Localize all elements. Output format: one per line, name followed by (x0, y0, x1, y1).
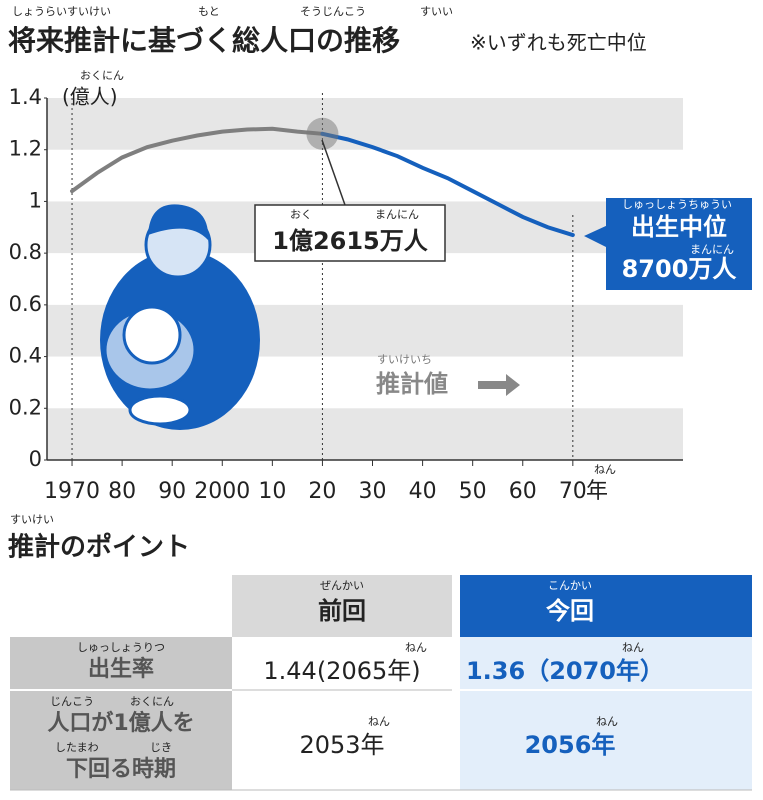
ruby: ねん (368, 715, 390, 728)
cell: 1.44(2065年) (263, 657, 420, 685)
title: 将来推計に基づく総人口の推移 (8, 24, 400, 57)
ruby: すいい (420, 5, 453, 18)
x-tick-label: 40 (409, 479, 437, 504)
ruby: すいけいち (377, 353, 432, 366)
ruby: したまわ (55, 741, 99, 754)
header-cell: 前回 (318, 597, 366, 625)
x-tick-label: 20 (308, 479, 336, 504)
y-tick-label: 0.4 (9, 344, 42, 368)
highlight (306, 117, 339, 150)
ruby: ねん (594, 463, 616, 476)
x-tick-label: 90 (158, 479, 186, 504)
ruby: もと (198, 5, 220, 18)
ruby: しゅっしょうちゅうい (622, 198, 732, 211)
x-tick-label: 60 (509, 479, 537, 504)
row-label: 人口が1億人を (47, 710, 194, 736)
series-line (320, 131, 575, 238)
row-label: 出生率 (88, 656, 154, 682)
ruby: そうじんこう (300, 5, 366, 18)
illustration (100, 204, 260, 430)
x-tick-label: 1970 (44, 479, 100, 504)
ruby: しょうらいすいけい (12, 5, 111, 18)
cell: 2053年 (299, 731, 384, 759)
x-tick-label: 80 (108, 479, 136, 504)
x-tick-label: 50 (459, 479, 487, 504)
section-title: 推計のポイント (8, 532, 190, 563)
annotation: 8700万人 (622, 255, 737, 283)
ruby: ねん (405, 641, 427, 654)
x-tick-label: 30 (359, 479, 387, 504)
y-tick-label: 0.8 (9, 240, 42, 264)
x-tick-label: 2000 (194, 479, 250, 504)
y-axis-label: (億人) (62, 85, 118, 109)
ruby: すいけい (10, 513, 54, 526)
x-tick-label: 10 (258, 479, 286, 504)
table: ぜんかい 前回 こんかい 今回 しゅっしょうりつ 出生率 ねん 1.44(206… (10, 575, 752, 791)
note: ※いずれも死亡中位 (470, 31, 647, 55)
y-tick-label: 0 (29, 447, 42, 471)
ruby: おくにん (80, 69, 124, 82)
ruby: ねん (622, 641, 644, 654)
y-tick-label: 1.2 (9, 137, 42, 161)
ruby: こんかい (548, 579, 592, 592)
header-cell: 今回 (546, 597, 594, 625)
cell: 1.36（2070年） (466, 657, 664, 685)
y-tick-label: 0.6 (9, 292, 42, 316)
ruby: しゅっしょうりつ (77, 641, 165, 654)
y-tick-label: 1 (29, 188, 42, 212)
ruby: ねん (596, 715, 618, 728)
grid-band (47, 98, 683, 150)
annotation: 1億2615万人 (272, 227, 428, 255)
x-tick-label: 70 (559, 479, 587, 504)
ruby: じき (150, 741, 172, 754)
plot: 0 0.2 0.4 0.6 0.8 1 1.2 1.4 1970 80 90 2000 10 20 30 40… (9, 85, 683, 504)
ruby: まんにん (690, 243, 734, 256)
annotation: 推計値 (376, 370, 448, 398)
series-line (70, 126, 325, 194)
cell: 2056年 (525, 731, 616, 759)
ruby: おく (290, 208, 312, 221)
ruby: おくにん (130, 695, 174, 708)
ruby: まんにん (375, 208, 419, 221)
ruby: ぜんかい (320, 579, 364, 592)
y-tick-label: 0.2 (9, 395, 42, 419)
ruby: じんこう (50, 695, 94, 708)
y-tick-label: 1.4 (9, 85, 42, 109)
row-label: 下回る時期 (66, 757, 176, 782)
x-unit: 年 (586, 479, 608, 504)
annotation: 出生中位 (631, 213, 727, 241)
callout: おく まんにん 1億2615万人 しゅっしょうちゅうい 出生中位 まんにん 87… (254, 139, 752, 398)
